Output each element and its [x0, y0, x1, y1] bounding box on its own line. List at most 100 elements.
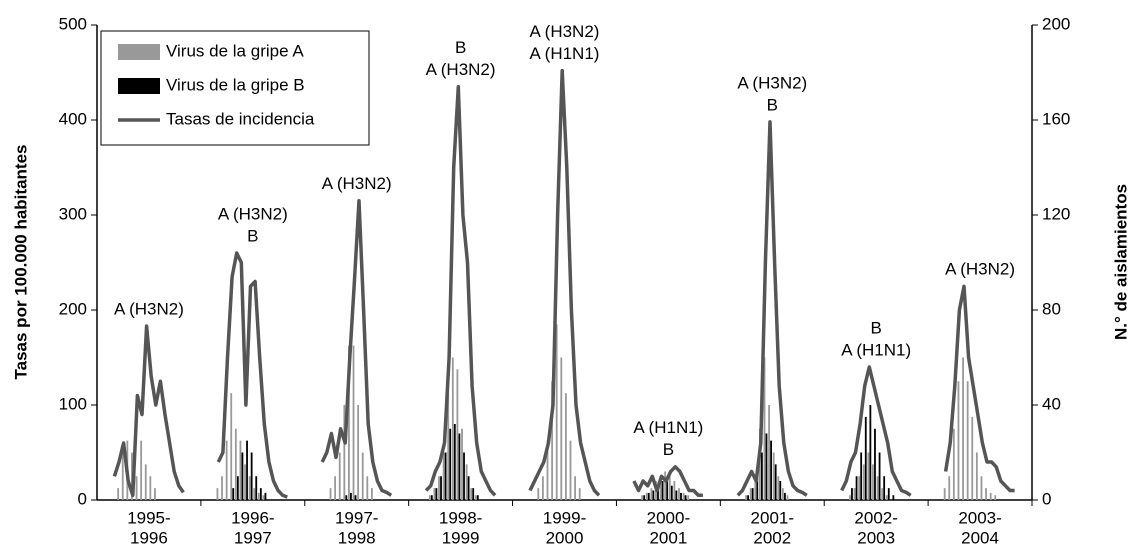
bar [659, 476, 662, 500]
annotation: B [767, 95, 778, 114]
bar [447, 393, 450, 500]
bar [474, 495, 477, 500]
y2-tick-label: 200 [1042, 14, 1070, 33]
bar [232, 488, 235, 500]
y-tick-label: 300 [59, 204, 87, 223]
bar [236, 476, 239, 500]
bar [684, 495, 687, 500]
bar [887, 488, 890, 500]
bar [985, 488, 987, 500]
bar [542, 476, 544, 500]
legend-label: Virus de la gripe B [166, 75, 305, 94]
bar [664, 471, 667, 500]
bar [350, 492, 352, 500]
x-tick-label: 1997- [335, 508, 378, 527]
bar [765, 433, 768, 500]
bar [135, 476, 138, 500]
bar [781, 488, 784, 500]
annotation: A (H3N2) [945, 260, 1015, 279]
x-tick-label: 1998 [338, 528, 376, 547]
bar [957, 381, 960, 500]
bar [250, 452, 253, 500]
bar [682, 492, 685, 500]
bar [647, 492, 650, 500]
bar [948, 476, 951, 500]
bar [650, 488, 653, 500]
bar [442, 452, 445, 500]
y2-tick-label: 120 [1042, 204, 1070, 223]
bar [666, 481, 669, 500]
x-tick-label: 2000- [647, 508, 690, 527]
bar [366, 476, 369, 500]
bar [428, 495, 431, 500]
bar [449, 428, 452, 500]
y2-tick-label: 160 [1042, 109, 1070, 128]
line [216, 251, 288, 499]
annotation: A (H3N2) [322, 174, 392, 193]
bar [444, 452, 447, 500]
bar [994, 495, 997, 500]
bar [246, 440, 248, 500]
bar [216, 488, 219, 500]
y-tick-label: 200 [59, 299, 87, 318]
line [112, 324, 185, 498]
bar [756, 476, 759, 500]
bar [971, 416, 974, 500]
bar [770, 440, 772, 500]
legend-label: Virus de la gripe A [166, 41, 304, 60]
bar [361, 452, 364, 500]
annotation: A (H3N2) [530, 22, 600, 41]
bar [749, 488, 752, 500]
annotation: A (H3N2) [737, 73, 807, 92]
bar [453, 424, 456, 500]
bar [763, 357, 766, 500]
line [528, 68, 601, 497]
bar [883, 476, 886, 500]
bar [456, 369, 459, 500]
bar [760, 452, 763, 500]
bar [652, 490, 655, 500]
bar [551, 381, 553, 500]
legend-label: Tasas de incidencia [166, 109, 315, 128]
bar [239, 440, 242, 500]
bar [869, 405, 872, 500]
bar [657, 485, 659, 500]
annotation: A (H3N2) [114, 300, 184, 319]
annotation: A (H3N2) [218, 204, 288, 223]
y-axis-title: Tasas por 100.000 habitantes [11, 145, 30, 380]
line [424, 85, 497, 497]
legend-swatch [118, 44, 160, 60]
bar [470, 488, 473, 500]
bar [221, 476, 223, 500]
bar [975, 452, 978, 500]
y-tick-label: 500 [59, 14, 87, 33]
x-tick-label: 2001- [751, 508, 794, 527]
bar [878, 452, 881, 500]
bar [144, 464, 147, 500]
bar [668, 476, 671, 500]
bar [578, 488, 581, 500]
bar [451, 357, 454, 500]
bar [338, 452, 341, 500]
annotation: A (H1N1) [530, 44, 600, 63]
bar [867, 452, 870, 500]
bar [225, 440, 228, 500]
x-tick-label: 2000 [546, 528, 584, 547]
bar [885, 495, 888, 500]
bar [154, 488, 156, 500]
bar [244, 464, 246, 500]
bar [546, 440, 549, 500]
bar [864, 416, 867, 500]
bar [262, 495, 265, 500]
bar [853, 488, 856, 500]
bar [641, 495, 644, 500]
x-tick-label: 1999 [442, 528, 480, 547]
y2-tick-label: 40 [1042, 394, 1061, 413]
bar [643, 495, 646, 500]
y2-tick-label: 80 [1042, 299, 1061, 318]
bar [255, 476, 258, 500]
x-tick-label: 1996- [231, 508, 274, 527]
bar [117, 488, 120, 500]
bar [560, 357, 563, 500]
